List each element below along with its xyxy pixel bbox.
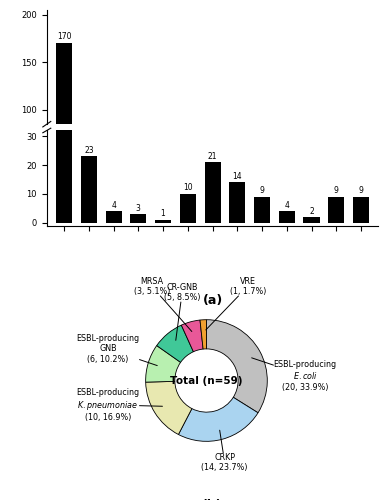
- Text: ESBL-producing
GNB
(6, 10.2%): ESBL-producing GNB (6, 10.2%): [76, 334, 157, 366]
- Text: 9: 9: [358, 186, 363, 196]
- Wedge shape: [200, 320, 206, 349]
- Bar: [180, 194, 196, 222]
- Text: 170: 170: [57, 32, 71, 42]
- Wedge shape: [157, 325, 193, 362]
- Text: Total (n=59): Total (n=59): [170, 376, 243, 386]
- Text: 4: 4: [111, 201, 116, 210]
- Bar: [81, 156, 97, 222]
- Bar: [56, 44, 72, 205]
- Text: 21: 21: [208, 152, 217, 161]
- Wedge shape: [178, 398, 258, 442]
- Text: 14: 14: [232, 172, 242, 181]
- Text: ESBL-producing
$E.coli$
(20, 33.9%): ESBL-producing $E.coli$ (20, 33.9%): [252, 358, 337, 392]
- Bar: [56, 0, 72, 222]
- Bar: [130, 214, 146, 222]
- Bar: [130, 202, 146, 205]
- Text: 23: 23: [84, 146, 94, 155]
- Text: 2: 2: [309, 206, 314, 216]
- Bar: [229, 192, 245, 205]
- Text: 4: 4: [284, 201, 289, 210]
- Bar: [328, 196, 344, 205]
- Bar: [328, 197, 344, 222]
- Bar: [353, 196, 369, 205]
- Bar: [229, 182, 245, 222]
- Bar: [204, 162, 221, 222]
- Bar: [155, 220, 171, 222]
- Bar: [204, 185, 221, 205]
- Text: CR-GNB
(5, 8.5%): CR-GNB (5, 8.5%): [164, 282, 200, 341]
- Bar: [279, 202, 295, 205]
- Text: MRSA
(3, 5.1%): MRSA (3, 5.1%): [133, 276, 192, 332]
- Text: (a): (a): [202, 294, 223, 307]
- Bar: [106, 202, 122, 205]
- Bar: [303, 217, 319, 222]
- Bar: [303, 203, 319, 205]
- Bar: [155, 204, 171, 205]
- Text: 9: 9: [260, 186, 264, 196]
- Wedge shape: [145, 346, 181, 382]
- Text: 1: 1: [161, 210, 165, 218]
- Bar: [180, 196, 196, 205]
- Text: VRE
(1, 1.7%): VRE (1, 1.7%): [206, 276, 266, 330]
- Bar: [353, 197, 369, 222]
- Text: CRKP
(14, 23.7%): CRKP (14, 23.7%): [202, 430, 248, 472]
- Bar: [254, 197, 270, 222]
- Wedge shape: [146, 382, 192, 434]
- Wedge shape: [206, 320, 267, 413]
- Text: 3: 3: [136, 204, 141, 212]
- Text: ESBL-producing
$K.pneumoniae$
(10, 16.9%): ESBL-producing $K.pneumoniae$ (10, 16.9%…: [76, 388, 163, 422]
- Text: 10: 10: [183, 184, 193, 192]
- Text: 9: 9: [334, 186, 339, 196]
- Bar: [106, 211, 122, 222]
- Bar: [279, 211, 295, 222]
- Bar: [81, 183, 97, 205]
- Bar: [254, 196, 270, 205]
- Wedge shape: [181, 320, 203, 352]
